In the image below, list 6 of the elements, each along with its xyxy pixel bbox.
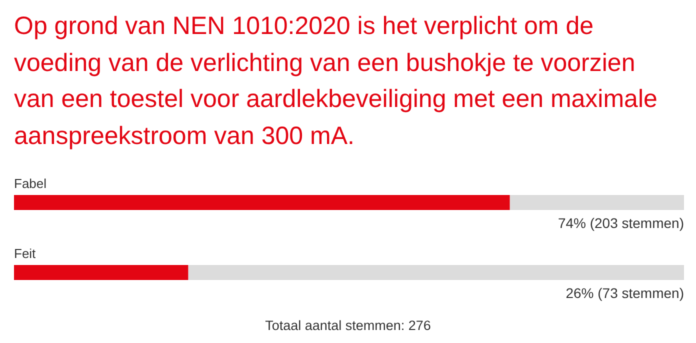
data-label: 74% (203 stemmen) <box>558 215 684 231</box>
chart-title: Op grond van NEN 1010:2020 is het verplicht om de voeding van de verlichting van een bushokje te voorzien van een toestel voor aardlekbeveiliging met een maximale aanspreekstroom van 300 mA. <box>14 11 658 152</box>
y-tick-label: Fabel <box>14 176 47 191</box>
data-label: 26% (73 stemmen) <box>566 285 684 301</box>
y-tick-label: Feit <box>14 246 36 261</box>
text: Totaal aantal stemmen: 276 <box>265 318 431 333</box>
